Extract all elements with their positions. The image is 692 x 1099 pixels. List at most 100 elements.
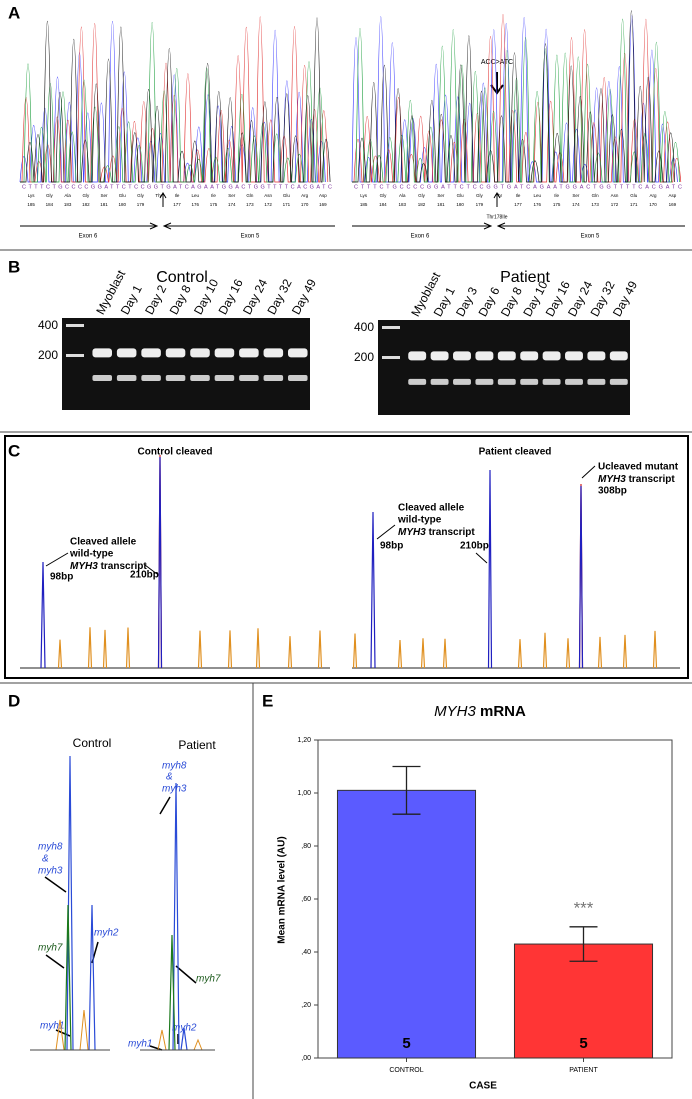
amino-acid: Thr bbox=[155, 193, 162, 198]
annotation: wild-type bbox=[69, 549, 114, 560]
amino-acid: Gly bbox=[82, 193, 90, 198]
band bbox=[565, 378, 583, 385]
position: 182 bbox=[82, 202, 90, 207]
y-axis-label: Mean mRNA level (AU) bbox=[277, 836, 288, 943]
peak bbox=[542, 632, 548, 669]
band bbox=[609, 351, 628, 361]
amino-acid: Arg bbox=[650, 193, 658, 198]
panel-label: E bbox=[262, 691, 273, 710]
peak bbox=[227, 630, 233, 669]
amino-acid: Asn bbox=[611, 193, 619, 198]
size-label: 308bp bbox=[598, 486, 627, 497]
band bbox=[92, 375, 112, 382]
annotation: wild-type bbox=[397, 515, 442, 526]
lane-label: Day 2 bbox=[142, 282, 169, 317]
ladder bbox=[66, 324, 84, 327]
position: 183 bbox=[398, 202, 406, 207]
peak bbox=[40, 561, 46, 669]
band bbox=[214, 348, 235, 358]
band bbox=[288, 348, 308, 358]
amino-acid: Glu bbox=[283, 193, 291, 198]
annotation: Ucleaved mutant bbox=[598, 462, 679, 473]
error-bar bbox=[392, 765, 421, 815]
position: 172 bbox=[264, 202, 272, 207]
band bbox=[263, 375, 284, 382]
band bbox=[239, 375, 259, 382]
position: 176 bbox=[191, 202, 199, 207]
size-label: 98bp bbox=[50, 572, 73, 583]
x-tick-label: PATIENT bbox=[569, 1067, 598, 1074]
annotation: Cleaved allele bbox=[70, 537, 137, 548]
band bbox=[430, 351, 449, 361]
band bbox=[408, 378, 427, 385]
amino-acid: Gln bbox=[592, 193, 600, 198]
marker-label: 200 bbox=[38, 348, 58, 362]
sequence: CTTTCTGCCCCGGATTCTCCGGTGATCAGAATGGACTGGT… bbox=[22, 184, 332, 190]
lane-label: Day 1 bbox=[118, 282, 145, 317]
band bbox=[239, 348, 259, 358]
y-tick-label: ,20 bbox=[301, 1002, 311, 1009]
amino-acid: Ile bbox=[554, 193, 559, 198]
band bbox=[497, 378, 516, 385]
band bbox=[190, 375, 210, 382]
position: 182 bbox=[418, 202, 426, 207]
panel-label: C bbox=[8, 441, 20, 460]
size-label: 210bp bbox=[460, 541, 489, 552]
marker-label: 200 bbox=[354, 350, 374, 364]
trace bbox=[20, 16, 329, 183]
y-tick-label: ,40 bbox=[301, 949, 311, 956]
position: 171 bbox=[630, 202, 638, 207]
position: 171 bbox=[283, 202, 291, 207]
band bbox=[587, 378, 606, 385]
position: 181 bbox=[437, 202, 445, 207]
trace bbox=[20, 17, 331, 183]
bar bbox=[513, 943, 654, 1059]
peak bbox=[622, 634, 628, 669]
size-label: 98bp bbox=[380, 541, 403, 552]
position: 185 bbox=[27, 202, 35, 207]
band bbox=[475, 351, 494, 361]
position: 169 bbox=[669, 202, 677, 207]
trace bbox=[352, 10, 676, 183]
y-tick-label: ,00 bbox=[301, 1055, 311, 1062]
amino-acid: Gly bbox=[476, 193, 484, 198]
peak bbox=[125, 627, 131, 669]
peak bbox=[102, 629, 108, 669]
position: 174 bbox=[228, 202, 236, 207]
label: myh3 bbox=[38, 866, 63, 877]
ladder bbox=[66, 354, 84, 357]
position: 174 bbox=[572, 202, 580, 207]
exon-label: Exon 6 bbox=[79, 234, 98, 240]
annotation: MYH3 transcript bbox=[598, 474, 675, 485]
amino-acid: Leu bbox=[191, 193, 199, 198]
band bbox=[609, 378, 628, 385]
amino-acid: Ala bbox=[64, 193, 71, 198]
ladder bbox=[382, 326, 400, 329]
peak bbox=[597, 636, 603, 669]
label: myh8 bbox=[162, 761, 187, 772]
annotation: MYH3 transcript bbox=[398, 527, 475, 538]
label: myh7 bbox=[38, 943, 63, 954]
peak bbox=[487, 469, 493, 669]
peak bbox=[370, 511, 376, 669]
band bbox=[497, 351, 516, 361]
marker-label: 400 bbox=[38, 318, 58, 332]
sequence: CTTTCTGCCCCGGATTCTCCGGTGATCAGAATGGACTGGT… bbox=[354, 184, 682, 190]
band bbox=[116, 375, 137, 382]
label: myh3 bbox=[162, 784, 187, 795]
amino-acid: Ile bbox=[175, 193, 180, 198]
band bbox=[587, 351, 606, 361]
position: 181 bbox=[100, 202, 108, 207]
peak bbox=[197, 630, 203, 669]
label: & bbox=[42, 854, 49, 865]
band bbox=[408, 351, 427, 361]
mutation-label: ACC>ATC bbox=[481, 59, 513, 66]
amino-acid: Leu bbox=[534, 193, 542, 198]
position: 183 bbox=[64, 202, 72, 207]
gel-title: Patient bbox=[500, 269, 550, 286]
y-tick-label: 1,00 bbox=[297, 790, 311, 797]
amino-acid: Glu bbox=[630, 193, 638, 198]
band bbox=[565, 351, 583, 361]
position: 185 bbox=[360, 202, 368, 207]
peak bbox=[64, 904, 72, 1051]
